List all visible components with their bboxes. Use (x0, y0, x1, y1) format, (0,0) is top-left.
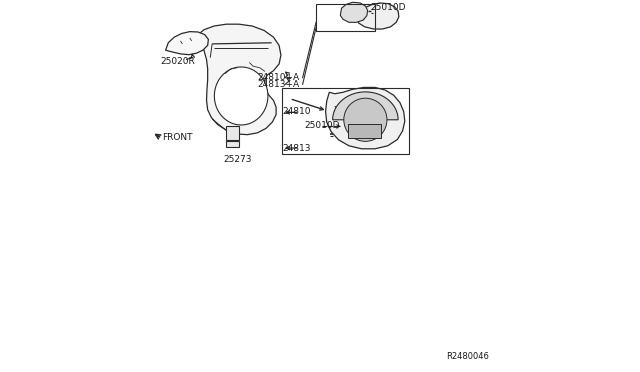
Bar (316, 4, 375, 31)
Circle shape (344, 98, 387, 141)
Polygon shape (340, 2, 367, 22)
Bar (348, 124, 381, 138)
Polygon shape (326, 87, 405, 149)
Text: 25010D: 25010D (305, 121, 340, 130)
Polygon shape (197, 24, 281, 135)
Text: 24810: 24810 (283, 107, 311, 116)
Text: 25010D: 25010D (371, 3, 406, 12)
Text: 24813+A: 24813+A (257, 80, 300, 89)
Text: 24810+A: 24810+A (257, 73, 300, 82)
Text: 25273: 25273 (223, 155, 252, 164)
Polygon shape (357, 3, 399, 29)
Text: FRONT: FRONT (163, 133, 193, 142)
Bar (227, 126, 239, 140)
Bar (227, 141, 239, 147)
Text: R2480046: R2480046 (447, 352, 490, 361)
Polygon shape (166, 32, 209, 55)
Polygon shape (214, 67, 268, 125)
Bar (282, 88, 408, 154)
Text: 24813: 24813 (283, 144, 311, 153)
Polygon shape (333, 92, 398, 120)
Text: 25020R: 25020R (160, 57, 195, 66)
